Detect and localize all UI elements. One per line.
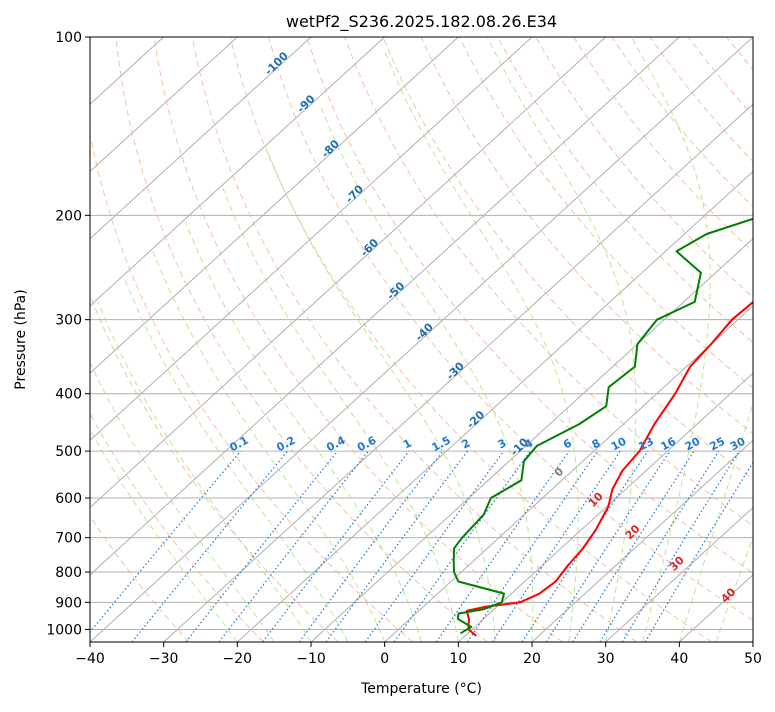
y-axis-label: Pressure (hPa) xyxy=(13,289,29,389)
x-tick-label: −30 xyxy=(149,651,179,667)
x-tick-label: −10 xyxy=(296,651,326,667)
x-tick-label: 40 xyxy=(670,651,688,667)
x-tick-label: 30 xyxy=(597,651,615,667)
y-tick-label: 200 xyxy=(55,208,82,224)
x-axis-label: Temperature (°C) xyxy=(360,681,482,697)
chart-title: wetPf2_S236.2025.182.08.26.E34 xyxy=(286,12,557,32)
x-tick-label: −40 xyxy=(75,651,105,667)
y-tick-label: 500 xyxy=(55,444,82,460)
x-tick-label: 0 xyxy=(380,651,389,667)
y-tick-label: 300 xyxy=(55,313,82,329)
x-tick-label: 50 xyxy=(744,651,762,667)
y-tick-label: 400 xyxy=(55,387,82,403)
y-tick-label: 1000 xyxy=(46,622,82,638)
y-tick-label: 900 xyxy=(55,595,82,611)
y-tick-label: 100 xyxy=(55,30,82,46)
y-tick-label: 800 xyxy=(55,565,82,581)
y-tick-label: 600 xyxy=(55,491,82,507)
x-tick-label: −20 xyxy=(223,651,253,667)
x-tick-label: 10 xyxy=(449,651,467,667)
y-tick-label: 700 xyxy=(55,531,82,547)
x-tick-label: 20 xyxy=(523,651,541,667)
